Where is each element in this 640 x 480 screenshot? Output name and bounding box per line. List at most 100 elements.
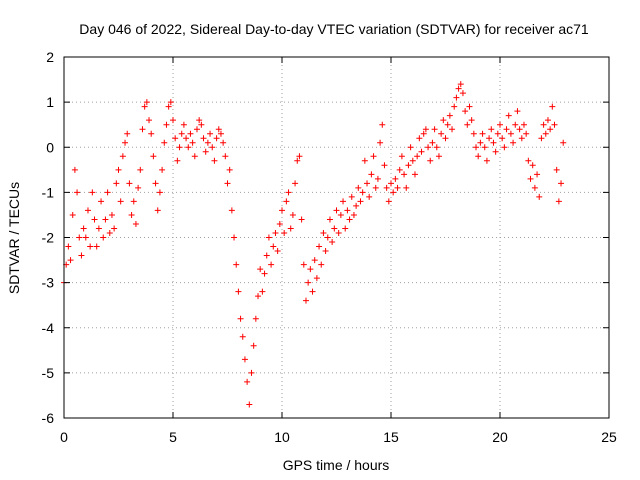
data-point [403, 184, 410, 191]
data-point [401, 171, 408, 178]
data-point [257, 266, 264, 273]
data-point [172, 135, 179, 142]
data-point [272, 229, 279, 236]
data-point [276, 220, 283, 227]
data-point [449, 126, 456, 133]
data-point [501, 144, 508, 151]
x-tick-label: 0 [60, 429, 68, 445]
data-point [126, 180, 133, 187]
data-point [507, 130, 514, 137]
data-point [198, 121, 205, 128]
data-point [100, 234, 107, 241]
data-point [207, 130, 214, 137]
data-point [146, 117, 153, 124]
data-point [331, 225, 338, 232]
data-point [529, 162, 536, 169]
data-point [350, 211, 357, 218]
data-point [187, 130, 194, 137]
y-tick-label: 1 [46, 94, 54, 110]
data-point [285, 189, 292, 196]
data-point [392, 175, 399, 182]
data-point [305, 279, 312, 286]
data-point [215, 126, 222, 133]
data-point [296, 153, 303, 160]
data-point [459, 90, 466, 97]
data-point [250, 342, 257, 349]
data-point [235, 288, 242, 295]
data-point [451, 103, 458, 110]
data-point [374, 175, 381, 182]
x-axis-label: GPS time / hours [283, 457, 390, 473]
data-point [407, 144, 414, 151]
data-point [326, 216, 333, 223]
data-point [209, 144, 216, 151]
data-point [255, 293, 262, 300]
data-point [418, 148, 425, 155]
data-point [204, 139, 211, 146]
data-point [433, 144, 440, 151]
data-point [446, 112, 453, 119]
data-point [516, 126, 523, 133]
data-point [335, 229, 342, 236]
data-point [324, 234, 331, 241]
data-point [108, 211, 115, 218]
data-point [322, 248, 329, 255]
x-tick-labels: 0 5 10 15 20 25 [60, 429, 617, 445]
data-point [130, 198, 137, 205]
data-point [398, 153, 405, 160]
data-point [510, 139, 517, 146]
data-point [93, 243, 100, 250]
y-tick-label: 2 [46, 49, 54, 65]
data-point [316, 243, 323, 250]
y-tick-label: -2 [42, 230, 55, 246]
data-point [213, 135, 220, 142]
data-point [80, 225, 87, 232]
data-point [248, 369, 255, 376]
data-point [503, 126, 510, 133]
y-tick-labels: -6 -5 -4 -3 -2 -1 0 1 2 [42, 49, 55, 426]
data-point [422, 126, 429, 133]
data-point [337, 211, 344, 218]
data-point [289, 211, 296, 218]
data-point [174, 157, 181, 164]
data-point [106, 229, 113, 236]
data-point [176, 144, 183, 151]
data-point [241, 356, 248, 363]
data-point [71, 166, 78, 173]
data-point [91, 216, 98, 223]
data-point [429, 139, 436, 146]
data-point [442, 135, 449, 142]
data-point [558, 180, 565, 187]
data-point [111, 225, 118, 232]
data-point [185, 144, 192, 151]
data-point [189, 139, 196, 146]
data-point [87, 243, 94, 250]
data-point [462, 108, 469, 115]
data-point [294, 157, 301, 164]
data-point [538, 135, 545, 142]
data-point [309, 288, 316, 295]
data-point [388, 180, 394, 187]
data-point [470, 130, 477, 137]
data-point [318, 261, 325, 268]
x-tick-label: 25 [601, 429, 617, 445]
data-point [348, 193, 355, 200]
data-point [124, 130, 131, 137]
data-point [344, 207, 351, 214]
data-point [481, 144, 488, 151]
data-point [252, 315, 259, 322]
y-tick-label: -3 [42, 275, 55, 291]
data-point [512, 121, 519, 128]
data-point [555, 198, 562, 205]
data-point [505, 112, 512, 119]
data-point [281, 229, 288, 236]
data-point [268, 261, 275, 268]
data-point [156, 189, 163, 196]
data-point [102, 216, 109, 223]
data-point [283, 198, 290, 205]
data-point [427, 157, 434, 164]
y-tick-label: 0 [46, 139, 54, 155]
data-point [390, 189, 397, 196]
data-point [132, 220, 139, 227]
